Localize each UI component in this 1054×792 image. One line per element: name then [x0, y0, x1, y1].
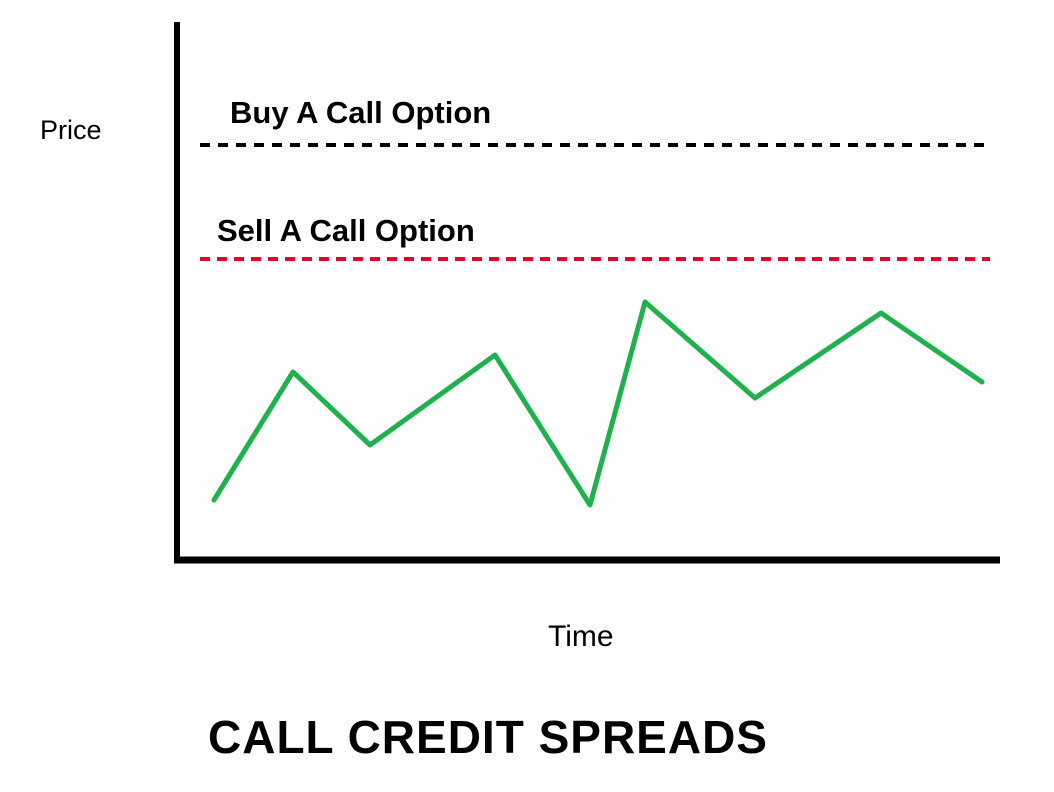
chart-title: CALL CREDIT SPREADS [208, 710, 768, 764]
sell-call-label: Sell A Call Option [217, 213, 475, 249]
buy-call-label: Buy A Call Option [230, 95, 491, 131]
x-axis-label: Time [548, 620, 614, 654]
price-line [214, 302, 982, 505]
y-axis-label: Price [40, 115, 102, 146]
chart-container: Price Buy A Call Option Sell A Call Opti… [0, 0, 1054, 792]
chart-svg [0, 0, 1054, 792]
